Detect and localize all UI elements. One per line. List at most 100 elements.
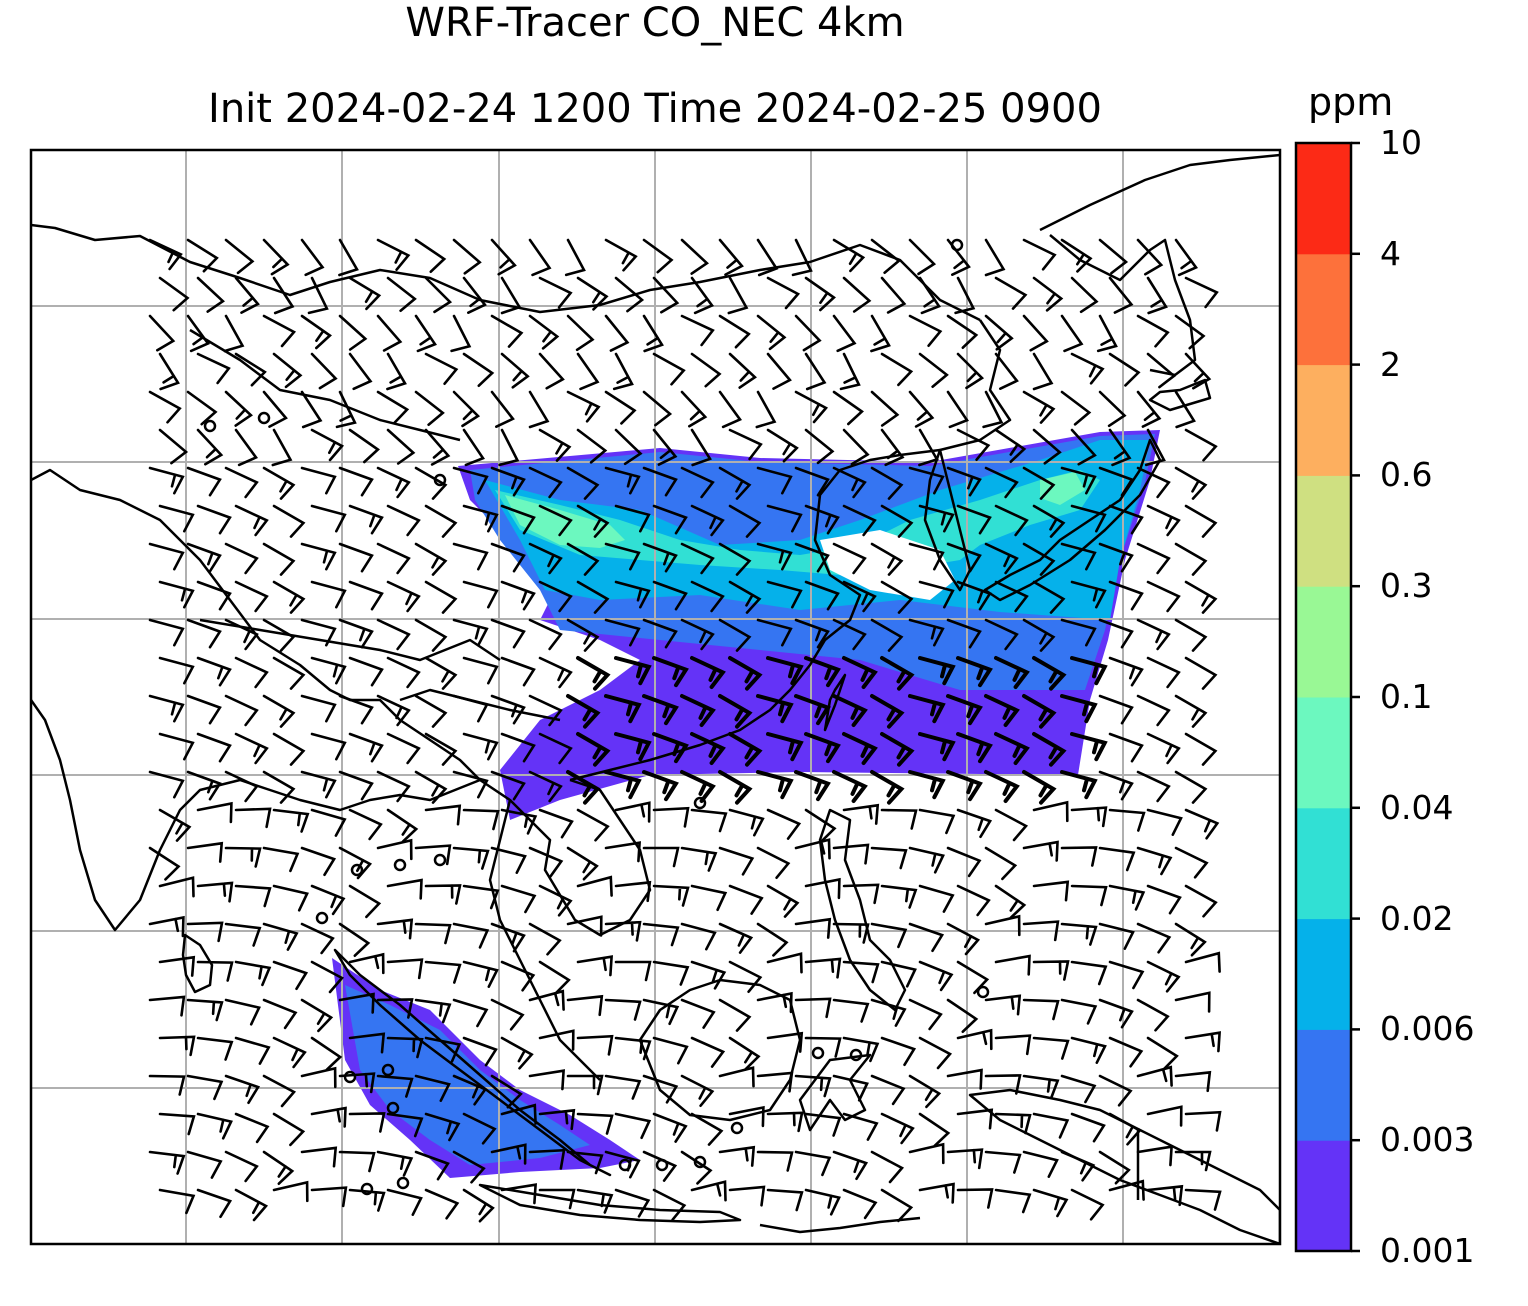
wind-barb bbox=[424, 960, 462, 984]
wind-barb bbox=[766, 504, 803, 533]
wind-barb bbox=[424, 732, 458, 766]
wind-barb bbox=[348, 352, 373, 391]
wind-barb bbox=[842, 428, 870, 466]
wind-barb bbox=[462, 808, 500, 831]
wind-barb bbox=[718, 694, 753, 729]
wind-barb bbox=[956, 1108, 994, 1130]
calm-wind-marker bbox=[203, 419, 217, 433]
wind-barb bbox=[1032, 960, 1070, 981]
wind-barb bbox=[224, 1150, 259, 1183]
wind-barb bbox=[718, 1066, 755, 1088]
coast-java bbox=[478, 1183, 742, 1224]
wind-barb bbox=[718, 770, 753, 805]
wind-barb bbox=[1136, 770, 1171, 803]
calm-wind-marker bbox=[693, 796, 707, 810]
wind-barb bbox=[652, 732, 689, 764]
border-interior-1 bbox=[189, 328, 461, 442]
wind-barb bbox=[756, 466, 793, 495]
wind-barb bbox=[766, 1188, 804, 1212]
wind-barb bbox=[1108, 1112, 1142, 1146]
wind-barb bbox=[918, 1036, 953, 1070]
wind-barb bbox=[338, 922, 371, 957]
wind-barb bbox=[728, 352, 757, 389]
calm-wind-marker bbox=[381, 1063, 395, 1077]
calm-wind-marker bbox=[360, 1182, 374, 1196]
wind-barb bbox=[262, 542, 296, 576]
wind-barb bbox=[984, 542, 1019, 575]
wind-barb bbox=[1146, 504, 1181, 537]
colorbar-tick-label: 2 bbox=[1380, 344, 1401, 384]
wind-barb bbox=[158, 1035, 196, 1057]
wind-barb bbox=[1146, 884, 1182, 915]
wind-barb bbox=[338, 238, 359, 277]
wind-barb bbox=[1136, 618, 1171, 651]
wind-barb bbox=[652, 656, 689, 688]
wind-barb bbox=[224, 694, 259, 727]
calm-wind-marker bbox=[396, 1176, 410, 1190]
wind-barb bbox=[414, 770, 448, 804]
wind-barb bbox=[880, 732, 915, 767]
wind-barb bbox=[452, 1074, 488, 1106]
wind-barb bbox=[262, 238, 290, 276]
wind-barb bbox=[1022, 1150, 1059, 1178]
wind-barb bbox=[956, 808, 993, 839]
wind-barb bbox=[196, 504, 232, 535]
wind-barb bbox=[1032, 800, 1069, 823]
wind-barb bbox=[224, 390, 253, 427]
wind-barb bbox=[756, 618, 793, 647]
wind-barb bbox=[766, 428, 799, 463]
wind-barb bbox=[842, 960, 880, 984]
wind-barb bbox=[348, 504, 384, 535]
wind-barb bbox=[338, 618, 374, 649]
wind-barb bbox=[528, 922, 562, 956]
wind-barb bbox=[604, 694, 642, 724]
wind-barb bbox=[223, 314, 245, 353]
wind-barb bbox=[1070, 884, 1108, 907]
wind-barb bbox=[908, 1074, 942, 1109]
wind-barb bbox=[338, 770, 374, 801]
wind-barb bbox=[1136, 542, 1171, 575]
wind-barb bbox=[462, 1188, 495, 1223]
wind-barb bbox=[832, 618, 867, 651]
wind-barb bbox=[196, 960, 234, 982]
wind-barb bbox=[842, 1036, 880, 1063]
wind-barb bbox=[1022, 618, 1056, 652]
wind-barb bbox=[538, 580, 573, 613]
wind-barb bbox=[272, 1036, 307, 1069]
wind-barb bbox=[348, 1112, 386, 1133]
wind-barb bbox=[272, 884, 309, 912]
wind-barb bbox=[794, 838, 831, 860]
wind-barb bbox=[994, 954, 1031, 976]
wind-barb bbox=[376, 694, 411, 727]
graticule bbox=[31, 150, 1280, 1244]
calm-wind-marker bbox=[849, 1048, 863, 1062]
wind-barb bbox=[908, 1142, 945, 1165]
wind-barb bbox=[186, 542, 222, 573]
wind-barb bbox=[462, 580, 499, 609]
colorbar-swatch bbox=[1296, 1029, 1351, 1141]
wind-barb bbox=[262, 1074, 297, 1108]
wind-barb bbox=[604, 390, 637, 425]
wind-barb bbox=[234, 807, 272, 829]
wind-barb bbox=[300, 618, 337, 647]
wind-barb bbox=[994, 884, 1027, 919]
wind-barb bbox=[1022, 920, 1060, 942]
wind-barb bbox=[1146, 732, 1181, 765]
wind-barb bbox=[756, 922, 789, 957]
wind-barb bbox=[158, 876, 195, 898]
wind-barb bbox=[614, 1188, 651, 1218]
wind-barb bbox=[870, 922, 908, 949]
wind-barb bbox=[604, 618, 641, 647]
wind-barb bbox=[224, 998, 261, 1026]
wind-barb bbox=[234, 580, 269, 613]
wind-barb bbox=[1174, 991, 1211, 1013]
wind-barb bbox=[338, 992, 375, 1014]
colorbar bbox=[1294, 141, 1360, 1253]
wind-barb bbox=[1096, 314, 1118, 353]
wind-barb bbox=[386, 656, 421, 689]
wind-barb bbox=[148, 846, 181, 881]
wind-barb bbox=[918, 1182, 955, 1204]
wind-barb bbox=[186, 841, 224, 863]
wind-barb bbox=[234, 732, 269, 765]
wind-barb bbox=[794, 770, 831, 802]
